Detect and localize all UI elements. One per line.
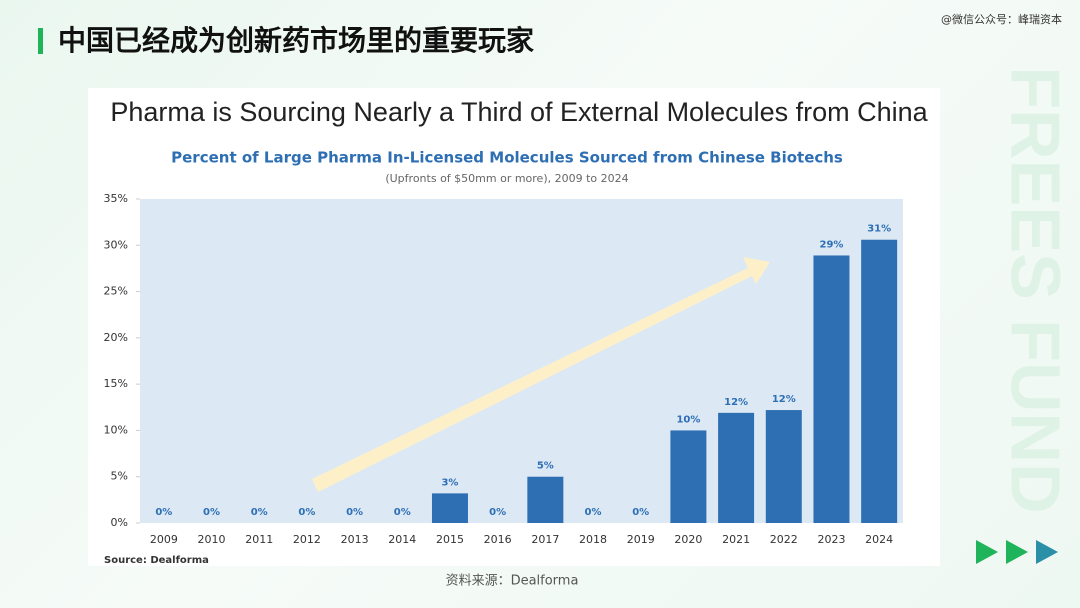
y-tick-label: 10% bbox=[104, 423, 128, 436]
bar bbox=[431, 493, 468, 523]
side-watermark: FREES FUND bbox=[997, 66, 1075, 513]
value-label: 0% bbox=[155, 507, 172, 518]
y-tick-label: 0% bbox=[111, 516, 128, 529]
bar bbox=[527, 476, 564, 523]
x-tick-label: 2012 bbox=[293, 533, 321, 546]
x-tick-label: 2024 bbox=[865, 533, 893, 546]
value-label: 31% bbox=[867, 224, 891, 235]
x-tick-label: 2010 bbox=[198, 533, 226, 546]
watermark: @微信公众号：峰瑞资本 bbox=[941, 12, 1062, 26]
bar bbox=[718, 412, 755, 523]
value-label: 12% bbox=[724, 397, 748, 408]
value-label: 29% bbox=[820, 239, 844, 250]
y-tick-label: 5% bbox=[111, 470, 128, 483]
bar bbox=[813, 255, 850, 523]
y-tick-label: 20% bbox=[104, 331, 128, 344]
x-tick-label: 2017 bbox=[531, 533, 559, 546]
x-tick-label: 2011 bbox=[245, 533, 273, 546]
x-tick-label: 2014 bbox=[388, 533, 416, 546]
value-label: 3% bbox=[441, 477, 458, 488]
x-tick-label: 2018 bbox=[579, 533, 607, 546]
value-label: 0% bbox=[489, 507, 506, 518]
x-tick-label: 2015 bbox=[436, 533, 464, 546]
value-label: 0% bbox=[298, 507, 315, 518]
x-tick-label: 2022 bbox=[770, 533, 798, 546]
value-label: 0% bbox=[394, 507, 411, 518]
y-tick-label: 35% bbox=[104, 192, 128, 205]
x-tick-label: 2009 bbox=[150, 533, 178, 546]
x-tick-label: 2019 bbox=[627, 533, 655, 546]
bar bbox=[861, 239, 898, 523]
value-label: 0% bbox=[251, 507, 268, 518]
x-tick-label: 2013 bbox=[341, 533, 369, 546]
x-tick-label: 2021 bbox=[722, 533, 750, 546]
y-tick-label: 15% bbox=[104, 377, 128, 390]
bars: 0% 5% 10% 15% 20% 25% 30% 35% 2009 0% 2010 0% 2011 0%… bbox=[104, 192, 898, 546]
x-tick-label: 2023 bbox=[817, 533, 845, 546]
chart-subtitle: (Upfronts of $50mm or more), 2009 to 202… bbox=[385, 172, 628, 185]
value-label: 5% bbox=[537, 461, 554, 472]
value-label: 0% bbox=[632, 507, 649, 518]
y-tick-label: 25% bbox=[104, 285, 128, 298]
logo bbox=[976, 540, 998, 564]
y-tick-label: 30% bbox=[104, 238, 128, 251]
trend-arrow bbox=[312, 257, 770, 492]
value-label: 0% bbox=[203, 507, 220, 518]
chart-heading: Pharma is Sourcing Nearly a Third of Ext… bbox=[110, 97, 928, 127]
title-accent bbox=[38, 28, 43, 54]
value-label: 12% bbox=[772, 394, 796, 405]
logo bbox=[1006, 540, 1028, 564]
caption: 资料来源：Dealforma bbox=[446, 574, 579, 589]
bar bbox=[670, 430, 707, 523]
value-label: 0% bbox=[585, 507, 602, 518]
source: Source: Dealforma bbox=[104, 555, 209, 566]
bar bbox=[765, 410, 802, 523]
x-tick-label: 2016 bbox=[484, 533, 512, 546]
value-label: 10% bbox=[676, 414, 700, 425]
slide-title: 中国已经成为创新药市场里的重要玩家 bbox=[58, 24, 534, 57]
x-tick-label: 2020 bbox=[674, 533, 702, 546]
logo bbox=[1036, 540, 1058, 564]
chart-title: Percent of Large Pharma In-Licensed Mole… bbox=[171, 149, 843, 167]
value-label: 0% bbox=[346, 507, 363, 518]
